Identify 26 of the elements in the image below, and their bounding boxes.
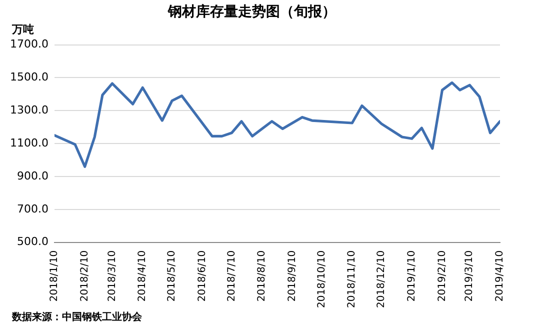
x-tick-label: 2018/11/10 [346, 250, 358, 308]
x-tick-label: 2018/3/10 [106, 250, 118, 302]
x-tick-label: 2018/8/10 [256, 250, 268, 302]
y-tick-label: 500.0 [16, 235, 48, 248]
x-tick-label: 2018/9/10 [287, 250, 298, 302]
x-tick-label: 2019/2/10 [436, 250, 448, 302]
x-tick-label: 2018/5/10 [166, 250, 178, 302]
x-tick-label: 2018/2/10 [79, 250, 90, 302]
x-tick-label: 2018/10/10 [316, 250, 328, 308]
x-tick-label: 2018/4/10 [137, 250, 148, 302]
source-note: 数据来源：中国钢铁工业协会 [11, 311, 143, 323]
y-tick-label: 1100.0 [10, 136, 48, 150]
y-axis-title: 万吨 [11, 23, 34, 36]
x-tick-label: 2019/3/10 [464, 250, 476, 302]
x-tick-label: 2018/7/10 [226, 250, 238, 302]
chart-title: 钢材库存量走势图（旬报） [167, 3, 336, 20]
x-tick-label: 2018/1/10 [49, 250, 60, 302]
y-tick-label: 1300.0 [10, 104, 48, 117]
x-tick-label: 2018/12/10 [376, 250, 388, 308]
y-tick-label: 1500.0 [10, 70, 48, 84]
x-tick-label: 2019/4/10 [494, 250, 506, 302]
x-tick-label: 2019/1/10 [406, 250, 418, 302]
y-tick-label: 1700.0 [10, 38, 48, 51]
x-tick-label: 2018/6/10 [196, 250, 208, 302]
y-tick-label: 900.0 [16, 169, 48, 182]
y-tick-label: 700.0 [16, 202, 48, 216]
